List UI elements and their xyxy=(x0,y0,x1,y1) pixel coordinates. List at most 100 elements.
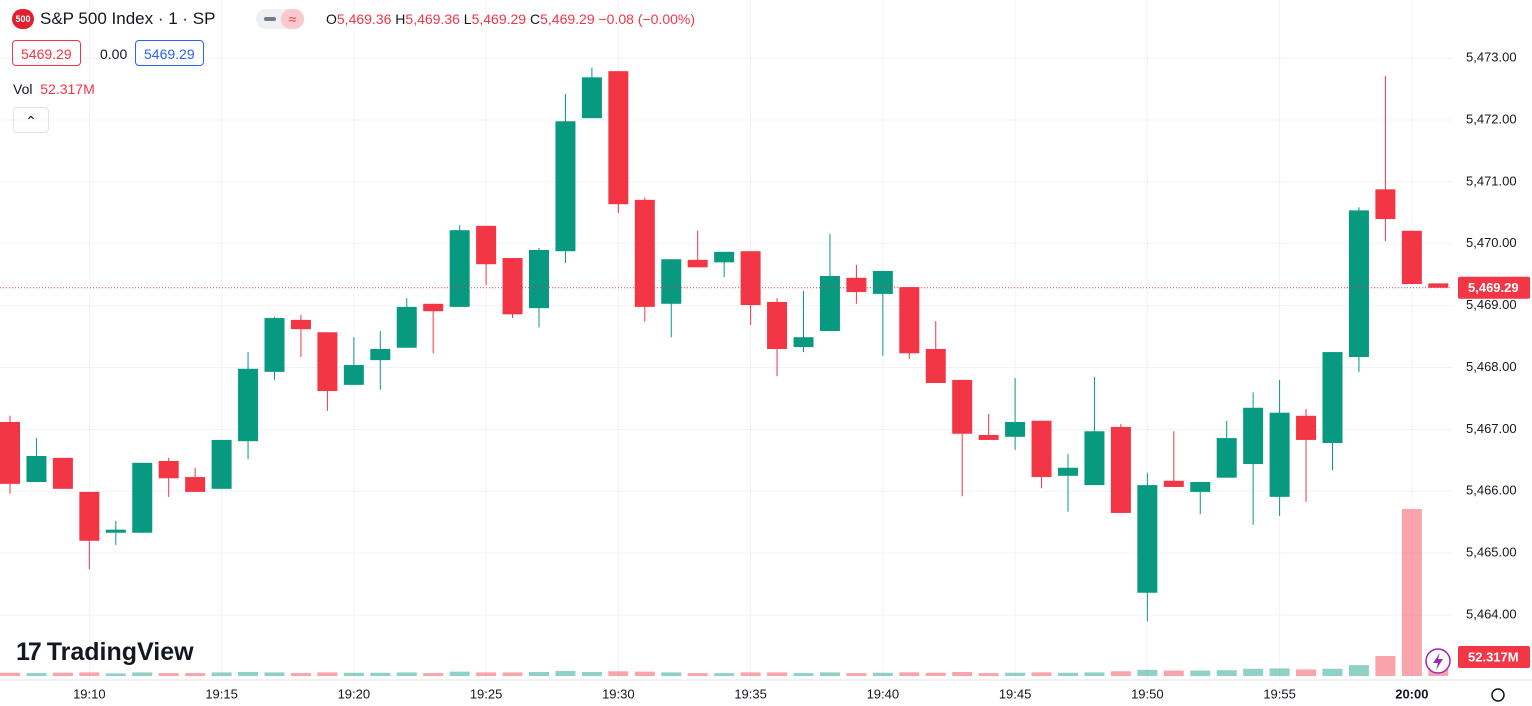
volume-bar xyxy=(264,672,285,676)
collapse-button[interactable]: ⌃ xyxy=(13,107,49,133)
volume-tag xyxy=(1458,646,1530,669)
candle-body xyxy=(211,439,232,489)
candle-body xyxy=(26,456,47,483)
volume-legend: Vol 52.317M xyxy=(13,81,95,97)
candle-body xyxy=(1163,480,1184,487)
candle-body xyxy=(1137,485,1158,593)
ask-box[interactable]: 5469.29 xyxy=(135,40,204,66)
candle-body xyxy=(1031,420,1052,478)
candle-body xyxy=(1269,412,1290,497)
volume-bar xyxy=(634,671,655,676)
candle-body xyxy=(0,421,20,484)
value: 5,469.29 xyxy=(540,11,595,27)
candle-body xyxy=(1375,189,1396,220)
label: C xyxy=(529,11,541,27)
ohlc-legend: O5,469.36 H5,469.36 L5,469.29 C5,469.29 … xyxy=(326,11,695,27)
candle-body xyxy=(1322,352,1343,444)
candle-body xyxy=(1296,415,1317,440)
y-tick-label: 5,464.00 xyxy=(1466,606,1517,621)
change: −0.08 (−0.00%) xyxy=(598,11,696,27)
volume-bar xyxy=(1216,670,1237,676)
toggle[interactable]: ≈ xyxy=(256,9,304,29)
volume-bar xyxy=(872,672,893,676)
volume-bar xyxy=(978,673,999,676)
candle-body xyxy=(899,287,920,354)
volume-bar xyxy=(1322,668,1343,676)
price-axis xyxy=(1452,0,1532,706)
volume-bar xyxy=(423,673,444,676)
candle-body xyxy=(1058,467,1078,476)
volume-bar xyxy=(952,672,973,676)
candle-body xyxy=(52,457,73,489)
volume-bar xyxy=(1084,672,1105,676)
candle-body xyxy=(132,462,153,533)
settings-button[interactable] xyxy=(1491,688,1505,702)
candle-body xyxy=(661,259,682,304)
y-tick-label: 5,469.00 xyxy=(1466,297,1517,312)
volume-bar xyxy=(767,672,788,676)
volume-bar xyxy=(105,673,126,676)
label: Vol xyxy=(13,81,33,97)
x-tick-label: 19:25 xyxy=(470,686,503,701)
volume-bar xyxy=(1348,665,1369,676)
bid-box[interactable]: 5469.29 xyxy=(12,40,81,66)
volume-bar xyxy=(238,672,259,676)
y-tick-label: 5,467.00 xyxy=(1466,421,1517,436)
candle-body xyxy=(105,529,126,533)
candle-body xyxy=(872,271,893,294)
y-tick-label: 5,466.00 xyxy=(1466,483,1517,498)
volume-bar xyxy=(846,673,867,676)
candle-body xyxy=(740,251,761,306)
candle-body xyxy=(1190,482,1211,492)
x-tick-label: 19:10 xyxy=(73,686,106,701)
volume-bar xyxy=(1296,669,1317,676)
y-tick-label: 5,465.00 xyxy=(1466,545,1517,560)
candle-body xyxy=(687,259,708,268)
volume-bar xyxy=(1375,656,1396,676)
last-price-tag xyxy=(1458,276,1530,299)
volume-bar xyxy=(158,673,179,676)
candle-body xyxy=(1428,283,1449,288)
candle-body xyxy=(581,77,602,119)
candle-body xyxy=(317,332,338,392)
candle-body xyxy=(396,306,417,348)
candle-body xyxy=(449,230,470,307)
candle-body xyxy=(767,301,788,349)
candle-body xyxy=(290,319,311,330)
volume-bar xyxy=(793,673,814,676)
volume-bar xyxy=(396,672,417,676)
volume-bar xyxy=(185,673,206,676)
volume-bar xyxy=(1243,668,1264,676)
candle-body xyxy=(608,71,629,205)
volume-bar xyxy=(317,672,338,676)
x-tick-label: 19:50 xyxy=(1131,686,1164,701)
x-tick-label: 19:40 xyxy=(867,686,900,701)
volume-bar xyxy=(1058,672,1078,676)
value: 5,469.36 xyxy=(336,11,392,27)
logo[interactable]: 17 TradingView xyxy=(16,638,194,666)
candle-body xyxy=(158,460,179,479)
volume-bar xyxy=(740,672,761,676)
x-tick-label: 20:00 xyxy=(1395,686,1428,701)
value: 5,469.29 xyxy=(471,11,527,27)
volume-bar xyxy=(1005,672,1026,676)
candle-body xyxy=(846,277,867,293)
volume-bar xyxy=(661,672,682,676)
volume-bar xyxy=(1137,669,1158,676)
x-tick-label: 19:55 xyxy=(1263,686,1296,701)
volume-bar xyxy=(819,672,840,676)
symbol-badge[interactable]: 500 xyxy=(12,9,34,29)
volume-bar xyxy=(52,672,73,676)
value: 52.317M xyxy=(40,81,95,97)
logo-text: TradingView xyxy=(46,638,194,666)
candle-body xyxy=(1243,407,1264,465)
x-tick-label: 19:45 xyxy=(999,686,1032,701)
symbol-title[interactable]: S&P 500 Index · 1 · SP xyxy=(40,9,216,28)
x-tick-label: 19:30 xyxy=(602,686,635,701)
x-tick-label: 19:20 xyxy=(338,686,371,701)
candle-body xyxy=(1110,426,1131,513)
candle-body xyxy=(502,258,523,315)
volume-bar xyxy=(26,673,47,676)
